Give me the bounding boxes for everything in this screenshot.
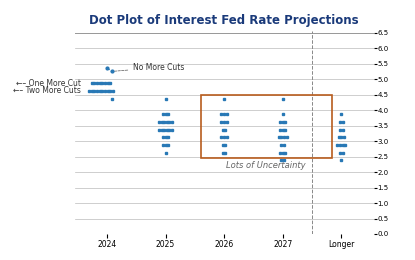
Title: Dot Plot of Interest Fed Rate Projections: Dot Plot of Interest Fed Rate Projection… <box>89 14 359 27</box>
Bar <box>201 95 332 158</box>
Text: No More Cuts: No More Cuts <box>115 63 185 72</box>
Text: Lots of Uncertainty: Lots of Uncertainty <box>227 161 306 170</box>
Text: ←– One More Cut: ←– One More Cut <box>15 79 81 88</box>
Text: ←– Two More Cuts: ←– Two More Cuts <box>13 86 81 95</box>
